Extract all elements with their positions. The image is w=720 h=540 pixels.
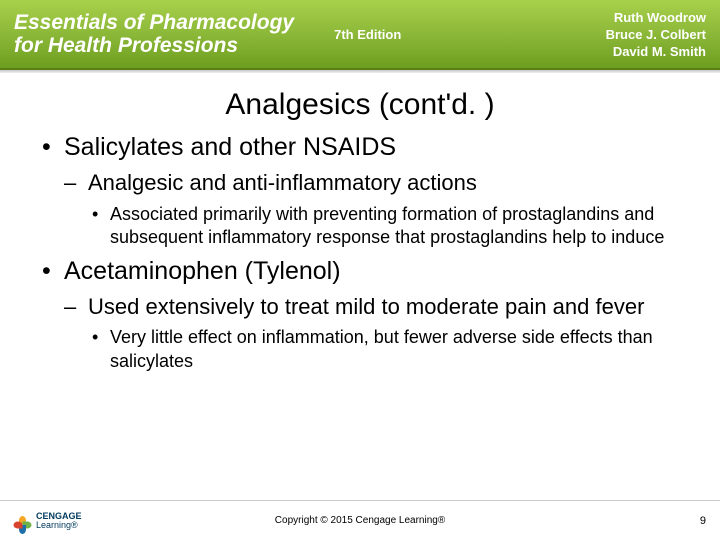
bullet-lvl1-item: Acetaminophen (Tylenol) Used extensively… bbox=[40, 256, 680, 374]
book-title-line1: Essentials of Pharmacology bbox=[14, 11, 294, 34]
book-title-line2: for Health Professions bbox=[14, 34, 294, 57]
logo-sub: Learning® bbox=[36, 521, 82, 530]
bullet-text: Salicylates and other NSAIDS bbox=[64, 133, 396, 161]
header-divider bbox=[0, 70, 720, 73]
slide-content: Analgesics (cont'd. ) Salicylates and ot… bbox=[0, 70, 720, 373]
logo-text: CENGAGE Learning® bbox=[36, 512, 82, 530]
bullet-lvl1-item: Salicylates and other NSAIDS Analgesic a… bbox=[40, 132, 680, 250]
bullet-text: Used extensively to treat mild to modera… bbox=[88, 294, 644, 319]
cengage-logo: CENGAGE Learning® bbox=[14, 512, 82, 530]
copyright-text: Copyright © 2015 Cengage Learning® bbox=[275, 515, 445, 526]
edition-label: 7th Edition bbox=[334, 27, 401, 42]
footer: CENGAGE Learning® Copyright © 2015 Cenga… bbox=[0, 500, 720, 540]
bullet-lvl2-item: Analgesic and anti-inflammatory actions … bbox=[64, 169, 680, 249]
page-number: 9 bbox=[700, 515, 706, 527]
bullet-lvl3-item: Very little effect on inflammation, but … bbox=[88, 326, 680, 373]
bullet-text: Associated primarily with preventing for… bbox=[110, 204, 664, 247]
authors-block: Ruth Woodrow Bruce J. Colbert David M. S… bbox=[606, 10, 706, 61]
header-banner: Essentials of Pharmacology for Health Pr… bbox=[0, 0, 720, 70]
bullet-text: Very little effect on inflammation, but … bbox=[110, 327, 653, 370]
bullet-lvl3-item: Associated primarily with preventing for… bbox=[88, 203, 680, 250]
bullet-list-lvl2: Analgesic and anti-inflammatory actions … bbox=[64, 169, 680, 249]
bullet-list-lvl3: Associated primarily with preventing for… bbox=[88, 203, 680, 250]
author-1: Ruth Woodrow bbox=[606, 10, 706, 27]
book-title: Essentials of Pharmacology for Health Pr… bbox=[14, 11, 294, 57]
bullet-list-lvl1: Salicylates and other NSAIDS Analgesic a… bbox=[40, 132, 680, 373]
bullet-text: Acetaminophen (Tylenol) bbox=[64, 257, 341, 285]
bullet-list-lvl3: Very little effect on inflammation, but … bbox=[88, 326, 680, 373]
logo-mark-icon bbox=[14, 512, 32, 530]
author-2: Bruce J. Colbert bbox=[606, 27, 706, 44]
bullet-text: Analgesic and anti-inflammatory actions bbox=[88, 170, 477, 195]
author-3: David M. Smith bbox=[606, 44, 706, 61]
bullet-lvl2-item: Used extensively to treat mild to modera… bbox=[64, 293, 680, 373]
slide-title: Analgesics (cont'd. ) bbox=[40, 88, 680, 122]
bullet-list-lvl2: Used extensively to treat mild to modera… bbox=[64, 293, 680, 373]
